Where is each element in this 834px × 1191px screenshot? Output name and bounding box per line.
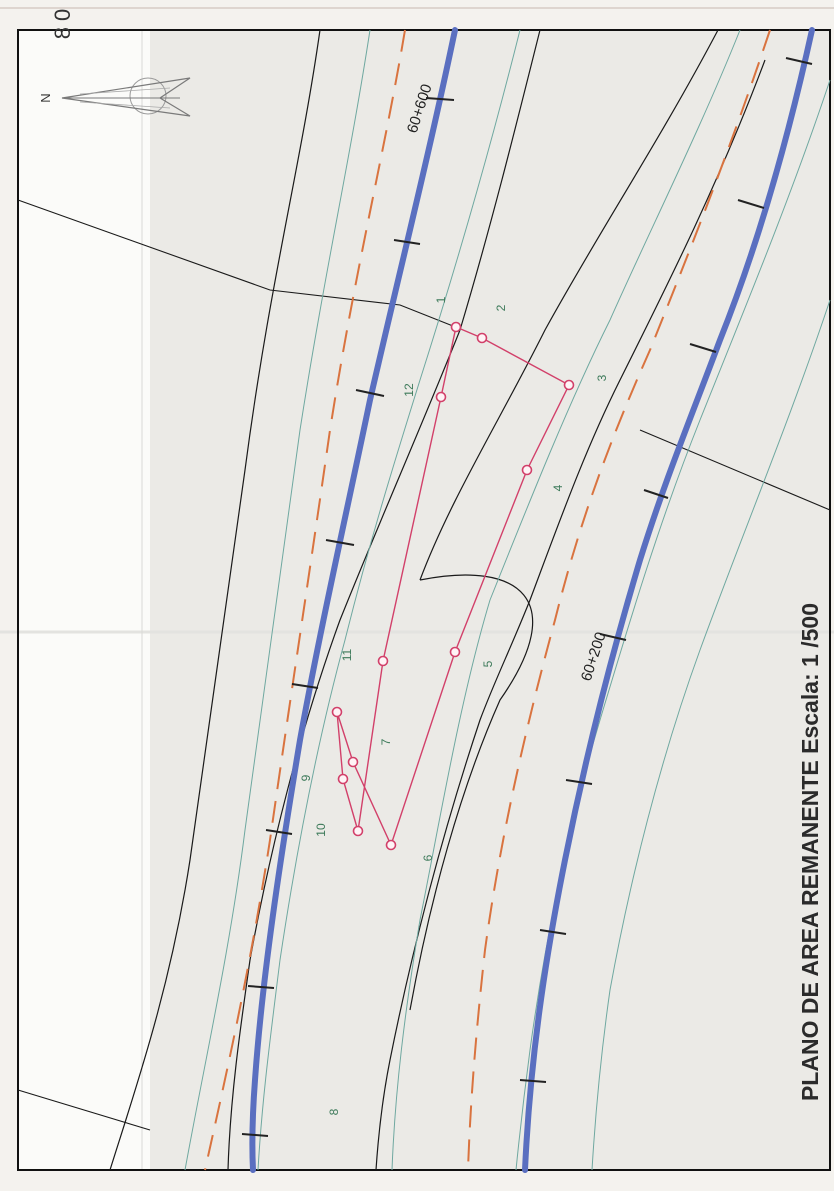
- tick: [785, 57, 813, 65]
- corner-mark: 8 0: [50, 9, 75, 40]
- vertex-label-9: 9: [299, 774, 313, 781]
- vertex-6-marker: [385, 839, 397, 851]
- road-edge-median-east: [375, 59, 766, 1171]
- vertex-9-marker: [337, 773, 349, 785]
- north-arrow-icon: [61, 77, 191, 117]
- shoulder-line-5: [591, 299, 831, 1171]
- shoulder-line-3: [391, 29, 741, 1171]
- vertex-11-marker: [377, 655, 389, 667]
- station-ticks: [241, 57, 813, 1137]
- vertex-labels: 1 2 3 4 5 6 7 8 9 10 11 12: [299, 296, 609, 1115]
- tick: [291, 683, 319, 689]
- lane-dash-lines: [204, 29, 771, 1171]
- tick: [425, 97, 455, 101]
- property-line-north: [17, 199, 459, 329]
- lane-dash-east: [467, 29, 771, 1171]
- plan-title: PLANO DE AREA REMANENTE Escala: 1 /500: [797, 603, 823, 1101]
- shoulder-line-4: [515, 79, 831, 1171]
- shoulder-lines: [184, 29, 831, 1171]
- shoulder-line-2: [257, 29, 521, 1171]
- tick: [643, 489, 669, 499]
- vertex-7-marker: [347, 756, 359, 768]
- road-axis-east: [522, 27, 815, 1173]
- tick: [247, 985, 275, 989]
- road-edge-upper: [459, 29, 541, 331]
- road-edge-link: [409, 574, 534, 1011]
- road-edge-west: [109, 29, 321, 1171]
- vertex-label-4: 4: [551, 484, 565, 491]
- road-edge-median-north: [419, 29, 719, 581]
- tick: [737, 199, 765, 209]
- tick: [599, 633, 627, 641]
- tick: [565, 779, 593, 785]
- boundary-vertices: [331, 321, 575, 851]
- shoulder-line-1: [184, 29, 371, 1171]
- vertex-8-marker: [331, 706, 343, 718]
- vertex-3-marker: [563, 379, 575, 391]
- vertex-label-5: 5: [481, 660, 495, 667]
- tick: [355, 389, 385, 397]
- tick: [325, 539, 355, 546]
- vertex-2-marker: [476, 332, 488, 344]
- vertex-5-marker: [449, 646, 461, 658]
- tick: [539, 929, 567, 935]
- vertex-label-8: 8: [327, 1108, 341, 1115]
- tick: [519, 1079, 547, 1083]
- vertex-label-3: 3: [595, 374, 609, 381]
- property-line-south: [17, 1089, 151, 1131]
- tick: [689, 343, 717, 353]
- north-label: N: [38, 93, 53, 102]
- vertex-1-marker: [450, 321, 462, 333]
- vertex-12-marker: [435, 391, 447, 403]
- vertex-label-2: 2: [494, 304, 508, 311]
- vertex-label-12: 12: [402, 383, 416, 397]
- property-lines: [17, 199, 831, 1131]
- map-frame: [17, 29, 831, 1171]
- tick: [265, 829, 293, 835]
- vertex-label-11: 11: [340, 648, 354, 661]
- tick: [393, 239, 421, 245]
- vertex-label-6: 6: [421, 854, 435, 861]
- vertex-label-1: 1: [434, 296, 448, 303]
- vertex-4-marker: [521, 464, 533, 476]
- property-line-east: [639, 429, 831, 511]
- paper-margin-light: [18, 30, 150, 1170]
- vertex-label-10: 10: [314, 823, 328, 837]
- lane-dash-west: [204, 29, 406, 1171]
- vertex-10-marker: [352, 825, 364, 837]
- tick: [241, 1133, 269, 1137]
- vertex-label-7: 7: [379, 738, 393, 745]
